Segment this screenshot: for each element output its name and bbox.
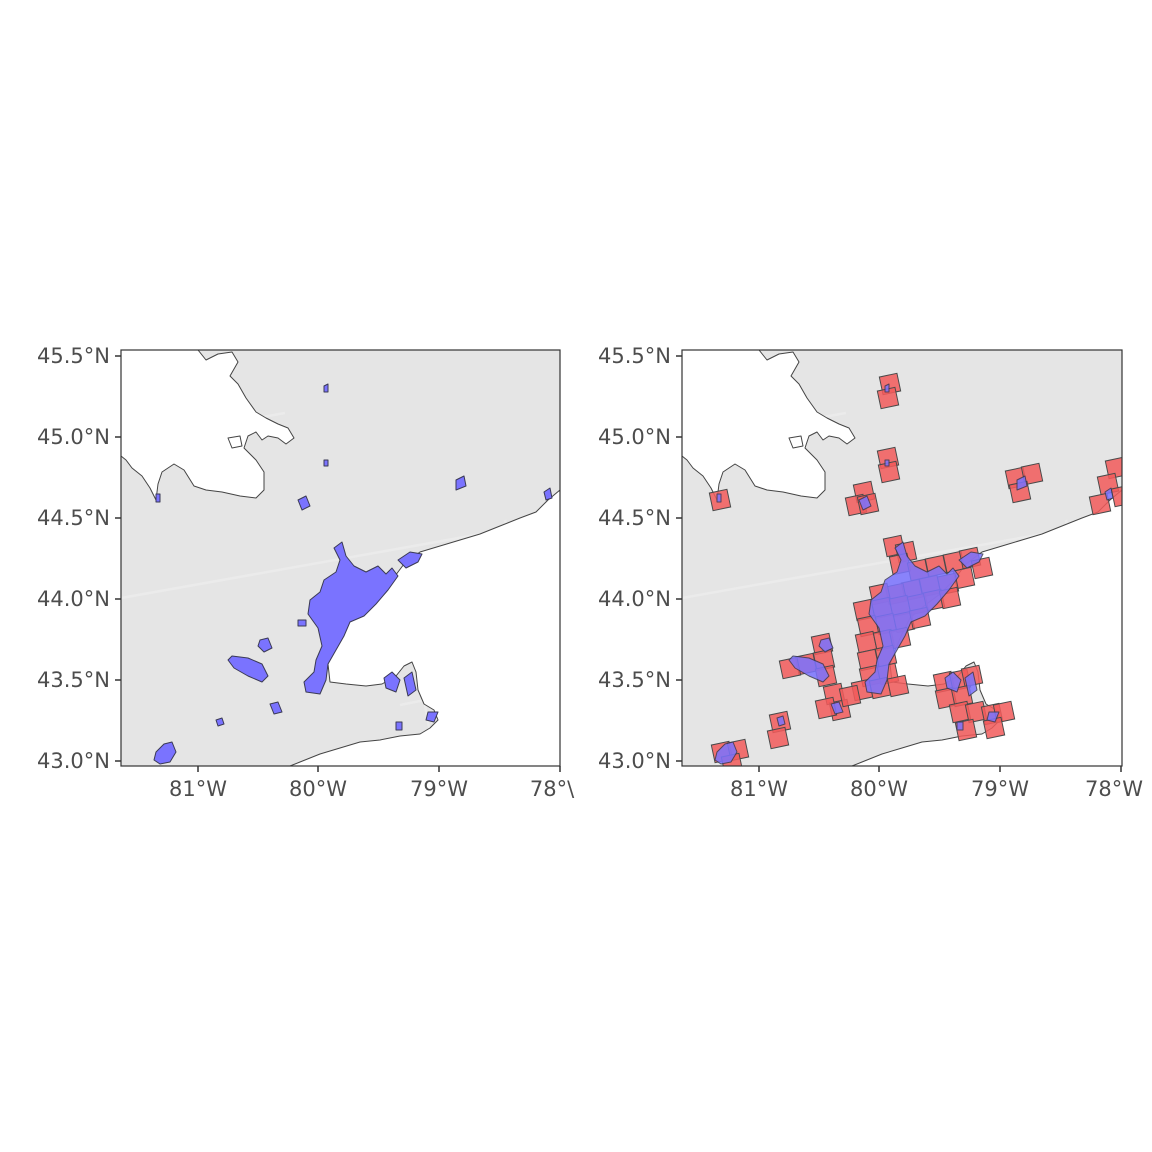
urban-london xyxy=(714,741,738,765)
y-tick-label: 44.0°N xyxy=(37,587,110,611)
urban-niagara xyxy=(986,711,1000,723)
urban-london xyxy=(153,741,177,765)
y-tick-label: 43.5°N xyxy=(37,668,110,692)
panel-frame xyxy=(120,349,561,767)
urban-peterborough xyxy=(455,475,467,491)
urban-brantford xyxy=(830,701,844,715)
map-panel-right: 45.5°N 45.0°N 44.5°N 44.0°N 43.5°N 43.0°… xyxy=(598,344,1143,801)
grid-cell xyxy=(1104,456,1122,480)
grid-cell xyxy=(1088,492,1112,516)
urban-barrie xyxy=(297,495,311,511)
x-tick-label: 80°W xyxy=(289,777,347,801)
urban-midland xyxy=(884,383,890,393)
urban-kitchener xyxy=(788,655,830,683)
urban-brantford xyxy=(269,701,283,715)
y-tick-label: 43.0°N xyxy=(598,749,671,773)
urban-orillia xyxy=(323,459,329,467)
urban-midland xyxy=(323,383,329,393)
x-tick-label: 80°W xyxy=(850,777,908,801)
urban-belleville xyxy=(543,487,553,501)
x-tick-label: 79°W xyxy=(410,777,468,801)
urban-belleville xyxy=(1104,487,1114,501)
y-tick-label: 45.5°N xyxy=(598,344,671,368)
y-tick-label: 45.0°N xyxy=(37,425,110,449)
urban-hamilton xyxy=(383,671,401,693)
y-axis: 45.5°N 45.0°N 44.5°N 44.0°N 43.5°N 43.0°… xyxy=(37,344,121,773)
urban-oshawa xyxy=(958,551,984,569)
grid-cell xyxy=(766,726,790,750)
urban-niagara xyxy=(425,711,439,723)
urban-orillia xyxy=(884,459,890,467)
y-tick-label: 45.5°N xyxy=(37,344,110,368)
x-axis: 81°W 80°W 79°W 78°W xyxy=(730,766,1143,801)
y-tick-label: 45.0°N xyxy=(598,425,671,449)
grid-cell xyxy=(1020,462,1044,486)
urban-barrie xyxy=(858,495,872,511)
urban-oshawa xyxy=(397,551,423,569)
x-tick-label: 81°W xyxy=(169,777,227,801)
grid-cell xyxy=(886,674,910,698)
lake-simcoe-arm xyxy=(788,435,804,449)
urban-st-catharines xyxy=(964,671,978,697)
urban-owen-sound xyxy=(155,493,161,503)
urban-woodstock xyxy=(776,715,786,727)
map-panel-left: 45.5°N 45.0°N 44.5°N 44.0°N 43.5°N 43.0°… xyxy=(37,344,575,801)
y-tick-label: 44.5°N xyxy=(598,506,671,530)
x-tick-label: 78°W xyxy=(1085,777,1143,801)
y-tick-label: 43.5°N xyxy=(598,668,671,692)
y-tick-label: 44.5°N xyxy=(37,506,110,530)
georgian-bay xyxy=(121,350,295,501)
x-axis: 81°W 80°W 79°W 78°\ xyxy=(169,766,575,801)
urban-welland xyxy=(956,721,964,731)
x-tick-label: 79°W xyxy=(971,777,1029,801)
x-tick-label: 81°W xyxy=(730,777,788,801)
y-tick-label: 44.0°N xyxy=(598,587,671,611)
urban-owen-sound xyxy=(716,493,722,503)
urban-st-catharines xyxy=(403,671,417,697)
urban-guelph xyxy=(818,637,834,653)
x-tick-label: 78°\ xyxy=(530,777,575,801)
lake-ontario xyxy=(289,489,560,766)
urban-areas xyxy=(153,383,553,765)
urban-toronto xyxy=(864,541,960,695)
y-axis: 45.5°N 45.0°N 44.5°N 44.0°N 43.5°N 43.0°… xyxy=(598,344,682,773)
urban-guelph xyxy=(257,637,273,653)
y-tick-label: 43.0°N xyxy=(37,749,110,773)
urban-orangeville xyxy=(297,619,307,627)
grid-cell xyxy=(838,684,862,708)
panel-frame xyxy=(681,349,1123,767)
urban-peterborough xyxy=(1016,475,1028,491)
urban-hamilton xyxy=(944,671,962,693)
lake-simcoe-arm xyxy=(227,435,243,449)
urban-toronto xyxy=(303,541,399,695)
urban-kitchener xyxy=(227,655,269,683)
urban-woodstock xyxy=(215,717,225,727)
urban-areas xyxy=(714,383,1114,765)
urban-welland xyxy=(395,721,403,731)
